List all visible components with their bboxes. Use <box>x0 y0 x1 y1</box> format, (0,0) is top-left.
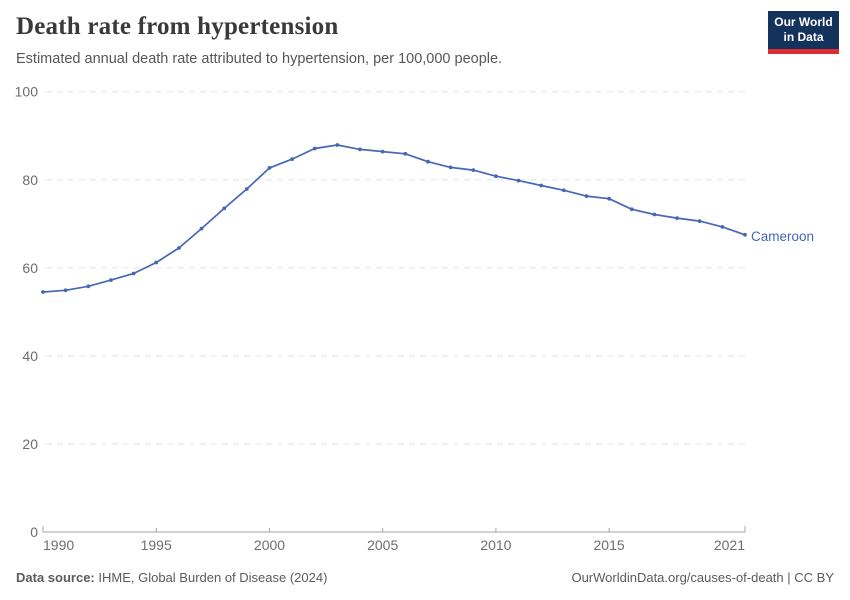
y-tick-label: 20 <box>22 436 38 452</box>
chart-subtitle: Estimated annual death rate attributed t… <box>16 51 503 67</box>
series-label-cameroon: Cameroon <box>751 229 815 244</box>
data-point[interactable] <box>652 212 657 217</box>
data-point[interactable] <box>199 226 204 231</box>
data-point[interactable] <box>380 149 385 154</box>
data-point[interactable] <box>41 290 45 294</box>
data-point[interactable] <box>697 219 702 224</box>
x-tick-label: 2015 <box>594 537 625 553</box>
data-point[interactable] <box>675 216 679 221</box>
x-tick-label: 2000 <box>254 537 285 553</box>
data-point[interactable] <box>720 225 725 229</box>
data-source-label: Data source: <box>16 570 95 585</box>
data-point[interactable] <box>561 188 566 193</box>
x-tick-label: 2005 <box>367 537 398 553</box>
data-point[interactable] <box>516 178 521 183</box>
data-point[interactable] <box>358 147 362 152</box>
y-tick-label: 80 <box>22 172 38 188</box>
data-point[interactable] <box>607 196 611 201</box>
data-point[interactable] <box>86 284 91 289</box>
data-point[interactable] <box>109 278 113 282</box>
data-point[interactable] <box>267 166 272 170</box>
data-point[interactable] <box>584 194 589 199</box>
data-point[interactable] <box>290 157 294 162</box>
data-point[interactable] <box>629 207 634 212</box>
data-point[interactable] <box>335 143 340 147</box>
y-tick-label: 40 <box>22 348 38 364</box>
x-tick-label: 2021 <box>714 537 745 553</box>
x-tick-label: 2010 <box>480 537 511 553</box>
credit-line: OurWorldinData.org/causes-of-death | CC … <box>571 570 834 586</box>
data-point[interactable] <box>448 165 453 170</box>
data-point[interactable] <box>244 187 249 191</box>
cameroon-line[interactable] <box>42 144 746 293</box>
x-tick-label: 1995 <box>141 537 172 553</box>
license-text: | CC BY <box>787 570 834 585</box>
owid-logo-line1: Our World <box>774 15 833 29</box>
y-tick-label: 60 <box>22 260 38 276</box>
data-point[interactable] <box>154 260 159 265</box>
data-point[interactable] <box>177 246 181 250</box>
data-point[interactable] <box>312 146 317 151</box>
data-point[interactable] <box>131 271 136 276</box>
page-title: Death rate from hypertension <box>16 13 339 40</box>
data-source: Data source: IHME, Global Burden of Dise… <box>16 570 327 586</box>
y-tick-label: 0 <box>30 524 38 540</box>
data-point[interactable] <box>222 206 227 211</box>
data-point[interactable] <box>403 151 408 156</box>
credit-link[interactable]: OurWorldinData.org/causes-of-death <box>571 570 784 585</box>
owid-logo[interactable]: Our World in Data <box>768 11 839 54</box>
owid-logo-line2: in Data <box>783 30 824 44</box>
y-tick-label: 100 <box>15 84 39 100</box>
data-point[interactable] <box>471 168 476 173</box>
data-source-text: IHME, Global Burden of Disease (2024) <box>98 570 328 585</box>
x-tick-label: 1990 <box>43 537 74 553</box>
data-point[interactable] <box>494 174 498 179</box>
data-point[interactable] <box>539 183 544 188</box>
chart-footer: Data source: IHME, Global Burden of Dise… <box>16 570 834 586</box>
data-point[interactable] <box>743 232 747 237</box>
data-point[interactable] <box>63 288 68 293</box>
data-point[interactable] <box>426 159 430 164</box>
